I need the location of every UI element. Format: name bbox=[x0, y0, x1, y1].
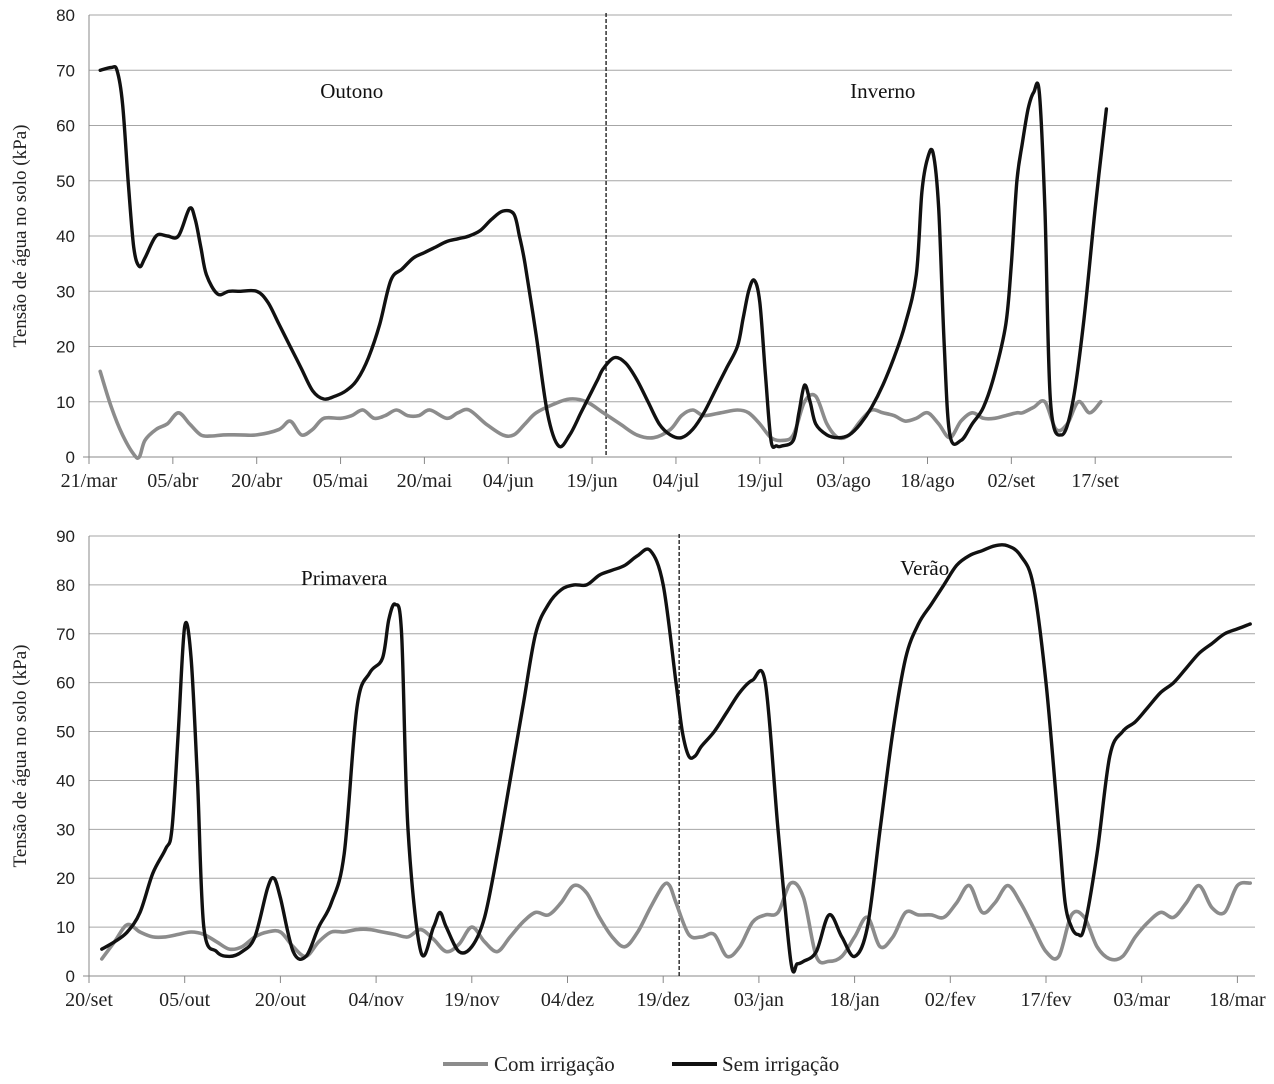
x-tick-label: 19/jul bbox=[736, 470, 783, 492]
y-tick-label: 10 bbox=[56, 393, 75, 412]
series-line-com-irrigacao bbox=[100, 880, 1252, 965]
y-axis-label: Tensão de água no solo (kPa) bbox=[10, 645, 31, 868]
season-label: Inverno bbox=[850, 79, 915, 103]
x-tick-label: 20/out bbox=[255, 989, 307, 1011]
y-tick-label: 0 bbox=[66, 448, 75, 467]
x-tick-label: 03/mar bbox=[1113, 989, 1170, 1011]
series-line-sem-irrigacao bbox=[98, 64, 1109, 450]
x-tick-label: 04/jun bbox=[483, 470, 534, 492]
season-label: Verão bbox=[900, 556, 949, 580]
x-tick-label: 17/set bbox=[1071, 470, 1119, 492]
x-tick-label: 17/fev bbox=[1020, 989, 1071, 1011]
x-tick-label: 03/jan bbox=[734, 989, 784, 1011]
series-line-com-irrigacao bbox=[98, 369, 1103, 460]
y-tick-label: 70 bbox=[56, 625, 75, 644]
x-tick-label: 18/jan bbox=[830, 989, 880, 1011]
y-tick-label: 40 bbox=[56, 227, 75, 246]
x-tick-label: 19/nov bbox=[444, 989, 500, 1011]
y-tick-label: 30 bbox=[56, 820, 75, 839]
x-tick-label: 04/nov bbox=[348, 989, 404, 1011]
x-tick-label: 18/mar bbox=[1209, 989, 1266, 1011]
x-tick-label: 20/set bbox=[65, 989, 113, 1011]
season-label: Outono bbox=[320, 79, 383, 103]
x-tick-label: 18/ago bbox=[900, 470, 954, 492]
y-tick-label: 20 bbox=[56, 338, 75, 357]
y-tick-label: 50 bbox=[56, 172, 75, 191]
legend: Com irrigação Sem irrigação bbox=[443, 1052, 839, 1076]
y-tick-label: 70 bbox=[56, 61, 75, 80]
x-tick-label: 20/abr bbox=[231, 470, 282, 492]
x-tick-label: 02/fev bbox=[925, 989, 976, 1011]
x-tick-label: 04/dez bbox=[541, 989, 594, 1011]
legend-label-sem: Sem irrigação bbox=[722, 1052, 839, 1076]
x-tick-label: 19/dez bbox=[637, 989, 690, 1011]
y-tick-label: 30 bbox=[56, 282, 75, 301]
series-line-sem-irrigacao bbox=[100, 543, 1252, 974]
y-tick-label: 20 bbox=[56, 869, 75, 888]
x-tick-label: 02/set bbox=[987, 470, 1035, 492]
y-tick-label: 10 bbox=[56, 918, 75, 937]
x-tick-label: 03/ago bbox=[816, 470, 870, 492]
chart-panel-2: 0 10 20 30 40 50 60 70 80 90 20/set 05/out 20/out 04/… bbox=[10, 527, 1266, 1011]
y-tick-label: 40 bbox=[56, 771, 75, 790]
y-tick-label: 80 bbox=[56, 6, 75, 25]
season-label: Primavera bbox=[301, 566, 388, 590]
x-tick-label: 05/abr bbox=[147, 470, 198, 492]
x-tick-label: 05/out bbox=[159, 989, 211, 1011]
y-tick-label: 50 bbox=[56, 723, 75, 742]
y-tick-label: 60 bbox=[56, 674, 75, 693]
x-tick-label: 19/jun bbox=[567, 470, 618, 492]
legend-label-com: Com irrigação bbox=[494, 1052, 615, 1076]
x-tick-label: 20/mai bbox=[397, 470, 453, 492]
x-tick-label: 05/mai bbox=[313, 470, 369, 492]
y-tick-label: 60 bbox=[56, 117, 75, 136]
x-tick-label: 21/mar bbox=[61, 470, 118, 492]
x-tick-label: 04/jul bbox=[653, 470, 700, 492]
y-tick-label: 0 bbox=[66, 967, 75, 986]
y-tick-label: 80 bbox=[56, 576, 75, 595]
y-axis-label: Tensão de água no solo (kPa) bbox=[10, 125, 31, 348]
y-tick-label: 90 bbox=[56, 527, 75, 546]
chart-panel-1: 0 10 20 30 40 50 60 70 80 21/mar 05/abr 20/abr 05/ma… bbox=[10, 6, 1232, 492]
